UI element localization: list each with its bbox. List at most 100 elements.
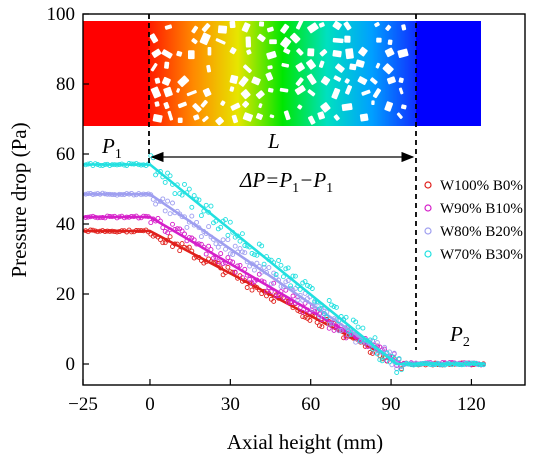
bed-particle (161, 76, 171, 86)
bed-particle (240, 89, 251, 100)
bed-particle (398, 77, 404, 84)
bed-particle (401, 24, 407, 31)
x-tick-label: 60 (301, 394, 320, 415)
data-point (324, 314, 330, 320)
delta-p-equation: ΔP=P1−P1 (239, 168, 333, 196)
bed-particle (371, 100, 375, 106)
bed-particle (295, 77, 304, 87)
data-point (215, 259, 221, 265)
data-point (227, 219, 233, 225)
data-point (343, 335, 349, 341)
data-point (302, 314, 308, 320)
data-point (237, 262, 243, 268)
y-tick-label: 40 (56, 214, 75, 235)
data-point (201, 260, 207, 266)
data-point (329, 302, 335, 308)
bed-particle (206, 64, 212, 73)
x-axis-title: Axial height (mm) (227, 430, 383, 454)
bed-particle (255, 90, 265, 100)
data-point (382, 346, 388, 352)
bed-particle (317, 111, 326, 120)
bed-particle (344, 35, 351, 43)
data-point (300, 280, 306, 286)
bed-particle (245, 36, 252, 48)
bed-particle (343, 21, 352, 31)
data-point (203, 202, 209, 208)
bed-particle (215, 38, 226, 45)
bed-particles (149, 18, 409, 126)
bed-particle (266, 50, 277, 60)
bed-particle (220, 100, 226, 106)
data-point (276, 258, 282, 263)
bed-particle (186, 90, 197, 97)
data-point (177, 248, 183, 254)
data-point (394, 370, 400, 375)
legend-label: W90% B10% (440, 201, 523, 217)
packed-bed-inset (83, 18, 481, 126)
bed-particle (349, 63, 357, 71)
bed-particle (192, 103, 202, 113)
bed-particle (333, 114, 340, 121)
bed-particle (266, 26, 274, 33)
bed-particle (161, 49, 173, 59)
data-point (271, 280, 277, 286)
data-point (333, 304, 339, 310)
data-point (153, 201, 159, 207)
bed-particle (355, 59, 365, 68)
x-tick-label: 120 (457, 394, 486, 415)
bed-particle (318, 22, 325, 28)
data-point (170, 221, 175, 227)
data-point (225, 255, 231, 261)
data-point (162, 179, 168, 185)
bed-particle (375, 62, 381, 69)
bed-particle (243, 64, 252, 74)
bed-particle (384, 47, 395, 58)
bed-particle (361, 89, 371, 96)
data-point (348, 331, 354, 337)
bed-particle (289, 32, 301, 44)
data-point (309, 306, 315, 312)
series-4 (83, 153, 486, 375)
bed-particle (202, 115, 209, 123)
data-point (367, 349, 373, 355)
bed-particle (191, 25, 199, 34)
data-point (184, 224, 190, 230)
data-point (165, 230, 171, 236)
data-point (220, 261, 226, 266)
bed-particle (307, 115, 316, 125)
data-point (285, 278, 291, 284)
series-layer (83, 153, 486, 375)
bed-particle (241, 22, 251, 33)
bed-particle (385, 24, 392, 31)
data-point (317, 323, 322, 329)
bed-particle (267, 65, 273, 70)
data-point (374, 340, 380, 346)
data-point (331, 304, 337, 309)
bed-particle (320, 102, 331, 113)
data-point (225, 264, 231, 270)
data-point (353, 339, 359, 345)
bed-particle (246, 49, 252, 55)
bed-particle (229, 47, 237, 55)
data-point (239, 231, 245, 237)
legend: W100% B0% W90% B10% W80% B20% W70% B30% (424, 178, 523, 263)
bed-particle (332, 20, 342, 31)
data-point (249, 287, 255, 293)
data-point (174, 226, 180, 232)
data-point (247, 263, 253, 269)
data-point (288, 300, 294, 306)
data-point (223, 217, 228, 223)
data-point (237, 246, 243, 252)
data-point (396, 356, 402, 362)
data-point (374, 351, 380, 357)
data-point (266, 265, 272, 271)
data-point (268, 281, 274, 287)
bed-particle (177, 75, 190, 88)
data-point (160, 240, 166, 246)
x-tick-label: 90 (382, 394, 401, 415)
y-tick-label: 20 (56, 284, 75, 305)
bed-particle (279, 87, 289, 93)
data-point (239, 249, 245, 255)
data-point (300, 309, 306, 315)
p2-label: P2 (449, 322, 470, 350)
